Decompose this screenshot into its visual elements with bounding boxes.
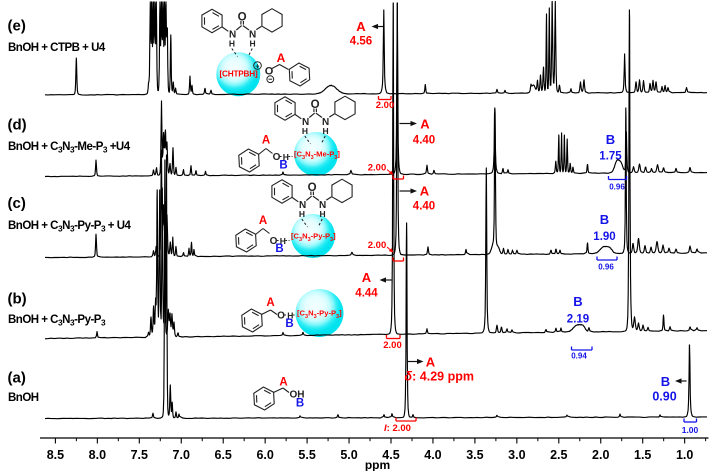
svg-text:BnOH + CTPB + U4: BnOH + CTPB + U4 <box>8 42 106 54</box>
svg-text:BnOH + C3N3-Py-P3 + U4: BnOH + C3N3-Py-P3 + U4 <box>8 220 132 233</box>
svg-text:N: N <box>249 29 256 40</box>
svg-text:H: H <box>229 39 235 49</box>
svg-text:(c): (c) <box>8 195 26 212</box>
svg-text:5.0: 5.0 <box>340 448 357 462</box>
svg-text:N: N <box>322 117 329 128</box>
svg-text:4.40: 4.40 <box>413 201 435 213</box>
svg-text:A: A <box>266 297 274 309</box>
svg-text:5.5: 5.5 <box>298 448 315 462</box>
svg-text:2.00: 2.00 <box>368 240 387 251</box>
svg-text:6.0: 6.0 <box>256 448 273 462</box>
svg-text:1.00: 1.00 <box>682 425 699 435</box>
svg-text:O: O <box>277 311 285 322</box>
svg-text:B: B <box>600 212 609 227</box>
svg-text:A: A <box>259 215 267 227</box>
svg-text:4.44: 4.44 <box>355 288 378 300</box>
svg-text:O: O <box>273 152 281 163</box>
svg-text:H: H <box>250 39 256 49</box>
svg-text:7.0: 7.0 <box>173 448 190 462</box>
svg-text:A: A <box>362 270 372 285</box>
svg-text:A: A <box>277 51 286 65</box>
svg-text:I: 2.00: I: 2.00 <box>384 423 411 434</box>
svg-text:O: O <box>311 99 320 111</box>
svg-text:ppm: ppm <box>365 458 390 471</box>
svg-text:7.5: 7.5 <box>131 448 148 462</box>
svg-text:(b): (b) <box>8 291 27 308</box>
svg-text:H: H <box>302 126 308 136</box>
svg-text:A: A <box>420 184 430 199</box>
svg-text:1.0: 1.0 <box>676 448 693 462</box>
svg-text:(a): (a) <box>8 370 26 387</box>
svg-text:2.00: 2.00 <box>368 163 387 174</box>
svg-text:(e): (e) <box>8 18 26 35</box>
svg-text:0.94: 0.94 <box>571 352 587 361</box>
svg-text:B: B <box>296 398 304 410</box>
svg-text:H: H <box>320 209 326 219</box>
svg-text:4.0: 4.0 <box>424 448 441 462</box>
svg-text:O: O <box>270 236 278 247</box>
svg-text:4.56: 4.56 <box>350 36 372 48</box>
svg-text:0.96: 0.96 <box>598 263 614 272</box>
svg-text:A: A <box>356 19 366 34</box>
svg-text:OH: OH <box>290 390 305 401</box>
svg-text:4.40: 4.40 <box>413 135 435 147</box>
svg-text:[C3N3-Me-P3]: [C3N3-Me-P3] <box>294 150 340 161</box>
svg-text:1.5: 1.5 <box>634 448 651 462</box>
svg-text:2.0: 2.0 <box>592 448 609 462</box>
svg-text:N: N <box>229 29 236 40</box>
svg-text:[C3N3-Py-P3]: [C3N3-Py-P3] <box>297 309 342 320</box>
svg-text:H: H <box>287 310 293 320</box>
svg-text:B: B <box>279 160 287 172</box>
svg-text:H: H <box>283 152 289 162</box>
svg-text:A: A <box>420 117 430 132</box>
svg-text:0.96: 0.96 <box>609 183 625 192</box>
svg-text:H: H <box>323 126 329 136</box>
svg-text:8.0: 8.0 <box>89 448 106 462</box>
svg-text:A: A <box>426 355 436 370</box>
svg-text:A: A <box>262 135 270 147</box>
svg-text:δ: 4.29 ppm: δ: 4.29 ppm <box>405 370 474 384</box>
svg-text:B: B <box>573 294 582 309</box>
svg-text:B: B <box>606 132 615 147</box>
svg-text:(d): (d) <box>8 117 27 134</box>
svg-text:B: B <box>275 243 283 255</box>
svg-text:[C3N3-Py-P3]: [C3N3-Py-P3] <box>291 232 336 243</box>
svg-text:2.5: 2.5 <box>550 448 567 462</box>
svg-text:O: O <box>238 11 247 23</box>
svg-text:+: + <box>255 62 260 71</box>
svg-text:BnOH + C3N3-Me-P3 +U4: BnOH + C3N3-Me-P3 +U4 <box>8 141 131 154</box>
svg-text:O: O <box>265 66 274 78</box>
svg-text:2.00: 2.00 <box>383 340 402 351</box>
svg-text:B: B <box>285 318 293 330</box>
svg-text:6.5: 6.5 <box>215 448 232 462</box>
svg-text:A: A <box>279 377 287 389</box>
svg-text:3.5: 3.5 <box>466 448 483 462</box>
svg-text:8.5: 8.5 <box>47 448 64 462</box>
svg-text:3.0: 3.0 <box>508 448 525 462</box>
svg-text:2.00: 2.00 <box>376 100 395 111</box>
svg-text:[CHTPBH]: [CHTPBH] <box>220 70 258 79</box>
svg-text:BnOH + C3N3-Py-P3: BnOH + C3N3-Py-P3 <box>8 314 106 327</box>
svg-text:0.90: 0.90 <box>652 390 676 404</box>
svg-text:1.75: 1.75 <box>599 151 622 163</box>
svg-text:2.19: 2.19 <box>567 314 589 326</box>
svg-text:N: N <box>299 200 306 211</box>
svg-text:N: N <box>302 117 309 128</box>
svg-text:O: O <box>308 182 317 194</box>
svg-text:4.5: 4.5 <box>382 448 399 462</box>
svg-text:H: H <box>280 236 286 246</box>
svg-text:H: H <box>299 209 305 219</box>
svg-text:N: N <box>319 200 326 211</box>
svg-text:B: B <box>661 374 670 389</box>
svg-text:1.90: 1.90 <box>593 231 615 243</box>
svg-text:BnOH: BnOH <box>8 392 39 404</box>
